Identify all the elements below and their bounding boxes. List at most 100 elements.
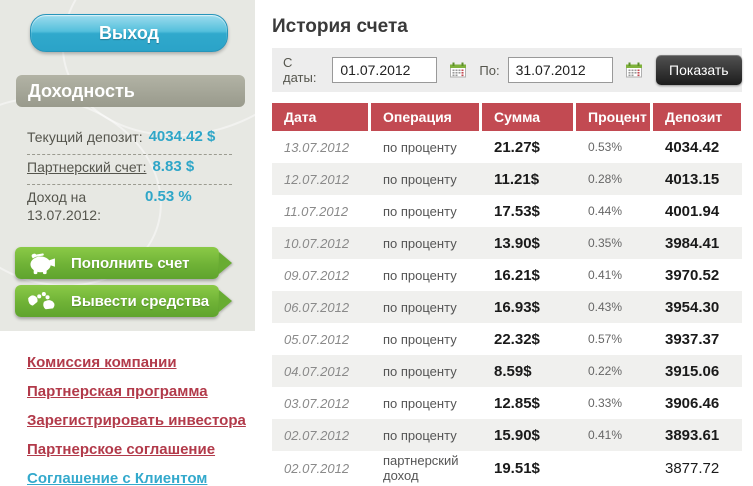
profitability-section-title: Доходность	[16, 75, 245, 107]
link-company-commission[interactable]: Комиссия компании	[27, 354, 177, 371]
calendar-icon-from[interactable]	[450, 62, 467, 78]
page-title: История счета	[272, 16, 408, 37]
row-date: 10.07.2012	[284, 235, 350, 251]
row-date: 11.07.2012	[284, 203, 349, 219]
row-deposit: 3915.06	[665, 362, 720, 380]
sidebar-links: Комиссия компании Партнерская программа …	[27, 348, 246, 486]
table-row: 03.07.2012 по проценту 12.85$ 0.33% 3906…	[272, 387, 742, 419]
partner-account-stat: Партнерский счет: 8.83 $	[27, 155, 232, 185]
row-date: 13.07.2012	[284, 139, 350, 155]
daily-income-value: 0.53 %	[145, 188, 192, 205]
row-sum: 13.90$	[494, 234, 540, 252]
table-row: 09.07.2012 по проценту 16.21$ 0.41% 3970…	[272, 259, 742, 291]
row-operation: по проценту	[383, 363, 457, 379]
table-row: 10.07.2012 по проценту 13.90$ 0.35% 3984…	[272, 227, 742, 259]
deposit-funds-label: Пополнить счет	[71, 254, 190, 272]
table-row: 02.07.2012 партнерский доход 19.51$ 3877…	[272, 451, 742, 485]
row-date: 02.07.2012	[284, 427, 350, 443]
row-sum: 15.90$	[494, 426, 540, 444]
table-row: 06.07.2012 по проценту 16.93$ 0.43% 3954…	[272, 291, 742, 323]
row-percent: 0.33%	[588, 396, 623, 410]
partner-account-label[interactable]: Партнерский счет:	[27, 159, 147, 175]
table-row: 12.07.2012 по проценту 11.21$ 0.28% 4013…	[272, 163, 742, 195]
table-row: 11.07.2012 по проценту 17.53$ 0.44% 4001…	[272, 195, 742, 227]
row-sum: 17.53$	[494, 202, 540, 220]
header-deposit: Депозит	[653, 103, 741, 131]
withdraw-hands-icon	[27, 289, 57, 313]
row-deposit: 3893.61	[665, 426, 720, 444]
withdraw-funds-button[interactable]: Вывести средства	[15, 285, 219, 317]
row-sum: 19.51$	[494, 459, 540, 477]
date-from-input[interactable]	[332, 57, 438, 83]
row-deposit: 3970.52	[665, 266, 720, 284]
link-client-agreement[interactable]: Соглашение с Клиентом	[27, 470, 208, 486]
current-deposit-value: 4034.42 $	[148, 128, 216, 145]
piggy-bank-icon	[27, 251, 57, 275]
account-stats: Текущий депозит: 4034.42 $ Партнерский с…	[27, 125, 232, 232]
table-header-row: Дата Операция Сумма Процент Депозит	[272, 103, 742, 131]
row-deposit: 3984.41	[665, 234, 720, 252]
row-date: 12.07.2012	[284, 171, 350, 187]
row-date: 09.07.2012	[284, 267, 350, 283]
row-operation: по проценту	[383, 299, 457, 315]
row-sum: 11.21$	[494, 170, 540, 188]
table-body: 13.07.2012 по проценту 21.27$ 0.53% 4034…	[272, 131, 742, 485]
date-from-label: С даты:	[283, 55, 317, 85]
row-percent: 0.28%	[588, 172, 623, 186]
row-deposit: 3906.46	[665, 394, 720, 412]
partner-account-value: 8.83 $	[152, 158, 195, 175]
row-sum: 8.59$	[494, 362, 532, 380]
row-operation: по проценту	[383, 395, 457, 411]
withdraw-funds-label: Вывести средства	[71, 292, 210, 310]
row-date: 02.07.2012	[284, 460, 350, 476]
table-row: 13.07.2012 по проценту 21.27$ 0.53% 4034…	[272, 131, 742, 163]
header-percent: Процент	[576, 103, 650, 131]
row-percent: 0.44%	[588, 204, 623, 218]
row-deposit: 4034.42	[665, 138, 720, 156]
row-percent: 0.22%	[588, 364, 623, 378]
logout-button[interactable]: Выход	[30, 14, 228, 52]
link-partner-program[interactable]: Партнерская программа	[27, 383, 208, 400]
row-operation: по проценту	[383, 139, 457, 155]
table-row: 04.07.2012 по проценту 8.59$ 0.22% 3915.…	[272, 355, 742, 387]
header-date: Дата	[272, 103, 368, 131]
row-deposit: 3877.72	[665, 459, 720, 477]
row-percent: 0.35%	[588, 236, 623, 250]
row-percent: 0.57%	[588, 332, 623, 346]
current-deposit-label: Текущий депозит:	[27, 129, 143, 145]
table-row: 05.07.2012 по проценту 22.32$ 0.57% 3937…	[272, 323, 742, 355]
link-register-investor[interactable]: Зарегистрировать инвестора	[27, 412, 246, 429]
row-deposit: 3954.30	[665, 298, 720, 316]
row-deposit: 3937.37	[665, 330, 720, 348]
row-operation: по проценту	[383, 331, 457, 347]
show-button[interactable]: Показать	[655, 55, 742, 85]
deposit-funds-button[interactable]: Пополнить счет	[15, 247, 219, 279]
row-percent: 0.53%	[588, 140, 623, 154]
daily-income-label: Доход на 13.07.2012:	[27, 189, 101, 223]
calendar-icon-to[interactable]	[625, 62, 642, 78]
row-deposit: 4013.15	[665, 170, 720, 188]
row-sum: 22.32$	[494, 330, 540, 348]
row-operation: партнерский доход	[383, 453, 459, 483]
row-sum: 21.27$	[494, 138, 540, 156]
row-date: 03.07.2012	[284, 395, 350, 411]
row-operation: по проценту	[383, 427, 457, 443]
row-date: 04.07.2012	[284, 363, 350, 379]
daily-income-stat: Доход на 13.07.2012: 0.53 %	[27, 185, 232, 232]
row-date: 06.07.2012	[284, 299, 350, 315]
link-partner-agreement[interactable]: Партнерское соглашение	[27, 441, 216, 458]
row-percent	[576, 466, 650, 470]
header-sum: Сумма	[482, 103, 573, 131]
row-sum: 16.21$	[494, 266, 540, 284]
row-sum: 16.93$	[494, 298, 540, 316]
table-row: 02.07.2012 по проценту 15.90$ 0.41% 3893…	[272, 419, 742, 451]
row-deposit: 4001.94	[665, 202, 720, 220]
row-operation: по проценту	[383, 171, 457, 187]
date-to-input[interactable]	[507, 57, 613, 83]
date-to-label: По:	[479, 62, 500, 78]
row-sum: 12.85$	[494, 394, 540, 412]
current-deposit-stat: Текущий депозит: 4034.42 $	[27, 125, 232, 155]
row-percent: 0.43%	[588, 300, 623, 314]
row-operation: по проценту	[383, 203, 457, 219]
